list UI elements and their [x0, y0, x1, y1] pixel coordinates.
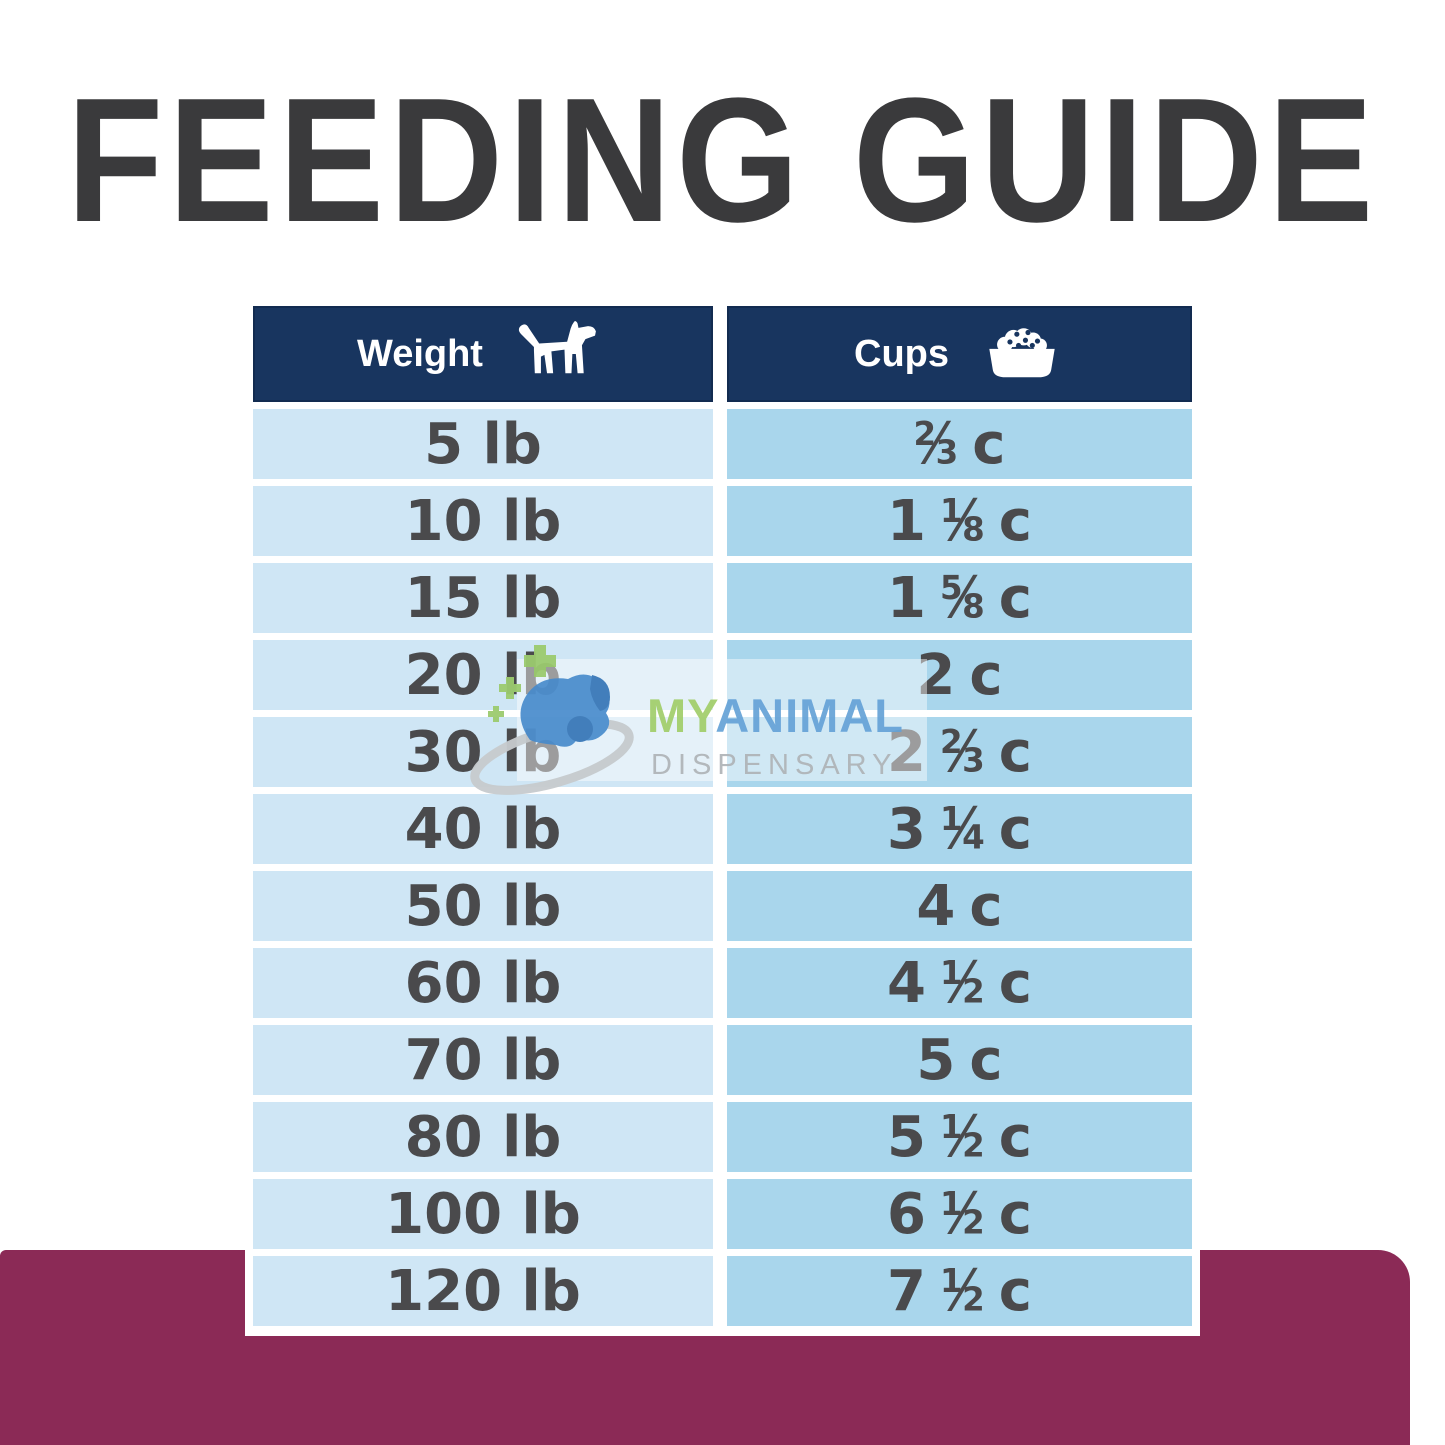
cups-value: 6 1⁄2 c [887, 1181, 1032, 1247]
cups-cell: 2 2⁄3 c [727, 717, 1192, 787]
weight-cell: 30 lb [253, 717, 713, 787]
weight-value: 70 lb [404, 1027, 562, 1093]
weight-cell: 40 lb [253, 794, 713, 864]
cups-cell: 1 5⁄8 c [727, 563, 1192, 633]
cups-value: 1 5⁄8 c [887, 565, 1032, 631]
brand-dog-logo-icon [470, 645, 634, 795]
weight-cell: 100 lb [253, 1179, 713, 1249]
table-row: 15 lb 1 5⁄8 c [253, 563, 1192, 633]
cups-value: 2⁄3 c [913, 411, 1006, 477]
cups-cell: 2⁄3 c [727, 409, 1192, 479]
food-bowl-icon [989, 328, 1055, 378]
cups-header-cell: Cups [727, 306, 1192, 402]
cups-cell: 6 1⁄2 c [727, 1179, 1192, 1249]
feeding-table: Weight Cups [245, 306, 1200, 1336]
weight-value: 50 lb [404, 873, 562, 939]
weight-cell: 120 lb [253, 1256, 713, 1326]
weight-value: 60 lb [404, 950, 562, 1016]
table-header-row: Weight Cups [253, 306, 1192, 402]
cups-header-label: Cups [854, 332, 949, 375]
weight-value: 15 lb [404, 565, 562, 631]
table-row: 80 lb 5 1⁄2 c [253, 1102, 1192, 1172]
weight-value: 5 lb [424, 411, 542, 477]
weight-value: 80 lb [404, 1104, 562, 1170]
cups-value: 2 2⁄3 c [887, 719, 1032, 785]
cups-cell: 4 1⁄2 c [727, 948, 1192, 1018]
cups-cell: 7 1⁄2 c [727, 1256, 1192, 1326]
weight-value: 100 lb [385, 1181, 581, 1247]
brand-animal: ANIMAL [715, 689, 904, 742]
table-row: 120 lb 7 1⁄2 c [253, 1256, 1192, 1326]
weight-cell: 15 lb [253, 563, 713, 633]
watermark-subtitle: DISPENSARY [651, 749, 898, 781]
weight-value: 120 lb [385, 1258, 581, 1324]
weight-cell: 5 lb [253, 409, 713, 479]
page-title: FEEDING GUIDE [66, 61, 1379, 260]
weight-value: 10 lb [404, 488, 562, 554]
table-row: 5 lb 2⁄3 c [253, 409, 1192, 479]
weight-header-cell: Weight [253, 306, 713, 402]
weight-cell: 60 lb [253, 948, 713, 1018]
weight-header-label: Weight [357, 332, 483, 375]
table-body: 5 lb 2⁄3 c 10 lb 1 1⁄8 c 15 lb 1 5⁄8 c 20 lb … [253, 409, 1192, 1326]
dog-icon [518, 321, 596, 374]
weight-cell: 50 lb [253, 871, 713, 941]
table-row: 40 lb 3 1⁄4 c [253, 794, 1192, 864]
watermark-brand-text: MYANIMAL [647, 692, 904, 739]
table-row: 60 lb 4 1⁄2 c [253, 948, 1192, 1018]
table-row: 10 lb 1 1⁄8 c [253, 486, 1192, 556]
cups-cell: 1 1⁄8 c [727, 486, 1192, 556]
cups-cell: 5 1⁄2 c [727, 1102, 1192, 1172]
table-row: 100 lb 6 1⁄2 c [253, 1179, 1192, 1249]
weight-cell: 70 lb [253, 1025, 713, 1095]
table-row: 30 lb 2 2⁄3 c [253, 717, 1192, 787]
cups-value: 7 1⁄2 c [887, 1258, 1032, 1324]
brand-my: MY [647, 689, 716, 742]
cups-value: 1 1⁄8 c [887, 488, 1032, 554]
weight-value: 40 lb [404, 796, 562, 862]
cups-value: 5 1⁄2 c [887, 1104, 1032, 1170]
cups-value: 3 1⁄4 c [887, 796, 1032, 862]
weight-cell: 10 lb [253, 486, 713, 556]
cups-value: 4 1⁄2 c [887, 950, 1032, 1016]
weight-cell: 80 lb [253, 1102, 713, 1172]
cups-cell: 3 1⁄4 c [727, 794, 1192, 864]
